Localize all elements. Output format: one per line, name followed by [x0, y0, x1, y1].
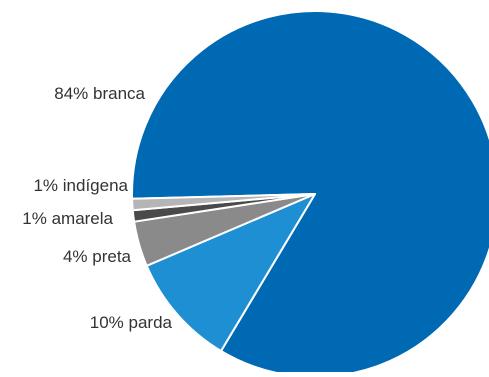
slice-label-branca: 84% branca [54, 84, 145, 103]
slice-label-indígena: 1% indígena [33, 176, 128, 195]
slices-group [131, 10, 489, 377]
slice-label-parda: 10% parda [90, 313, 173, 332]
pie-slice-parda [145, 193, 316, 353]
slice-label-amarela: 1% amarela [22, 209, 113, 228]
pie-slice-indígena [131, 193, 316, 212]
slice-label-preta: 4% preta [63, 247, 132, 266]
labels-group: 84% branca 10% parda 4% preta 1% amarela 1% … [22, 84, 172, 332]
